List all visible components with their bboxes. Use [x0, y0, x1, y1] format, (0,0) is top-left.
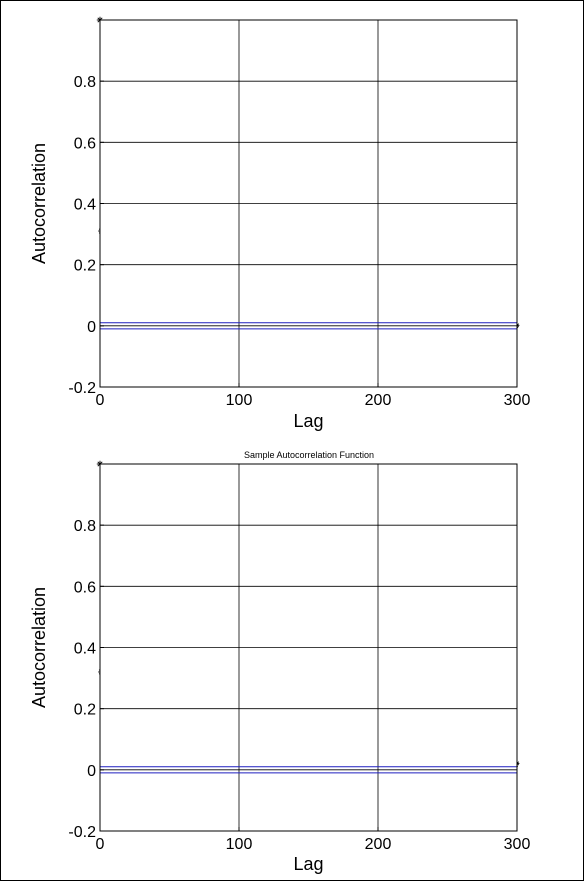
chart-2: 0 100 200 300-0.200.20.40.60.8LagAutocorrel… — [29, 463, 531, 874]
y-tick-label: 0 — [87, 763, 96, 780]
y-tick-label: 0.4 — [74, 641, 96, 658]
y-tick-label: 0.6 — [74, 135, 96, 152]
x-tick-label: 100 — [226, 392, 253, 409]
x-tick-label: 100 — [226, 836, 253, 853]
y-axis-label: Autocorrelation — [29, 143, 49, 264]
y-tick-label: 0.4 — [74, 197, 96, 214]
y-tick-label: 0.2 — [74, 258, 96, 275]
y-tick-label: -0.2 — [68, 380, 96, 397]
x-tick-label: 300 — [504, 836, 531, 853]
y-tick-label: 0.8 — [74, 518, 96, 535]
y-tick-label: 0.6 — [74, 579, 96, 596]
y-tick-label: -0.2 — [68, 824, 96, 841]
y-axis-label: Autocorrelation — [29, 587, 49, 708]
x-tick-label: 200 — [365, 392, 392, 409]
y-tick-label: 0 — [87, 319, 96, 336]
x-axis-label: Lag — [293, 411, 323, 431]
x-tick-label: 300 — [504, 392, 531, 409]
x-axis-label: Lag — [293, 854, 323, 874]
y-tick-label: 0.2 — [74, 702, 96, 719]
chart-2-title: Sample Autocorrelation Function — [244, 450, 374, 460]
y-tick-label: 0.8 — [74, 74, 96, 91]
chart-1: 0 100 200 300-0.200.20.40.60.8LagAutocorrel… — [29, 19, 531, 431]
x-tick-label: 0 — [96, 392, 105, 409]
x-tick-label: 0 — [96, 836, 105, 853]
x-tick-label: 200 — [365, 836, 392, 853]
